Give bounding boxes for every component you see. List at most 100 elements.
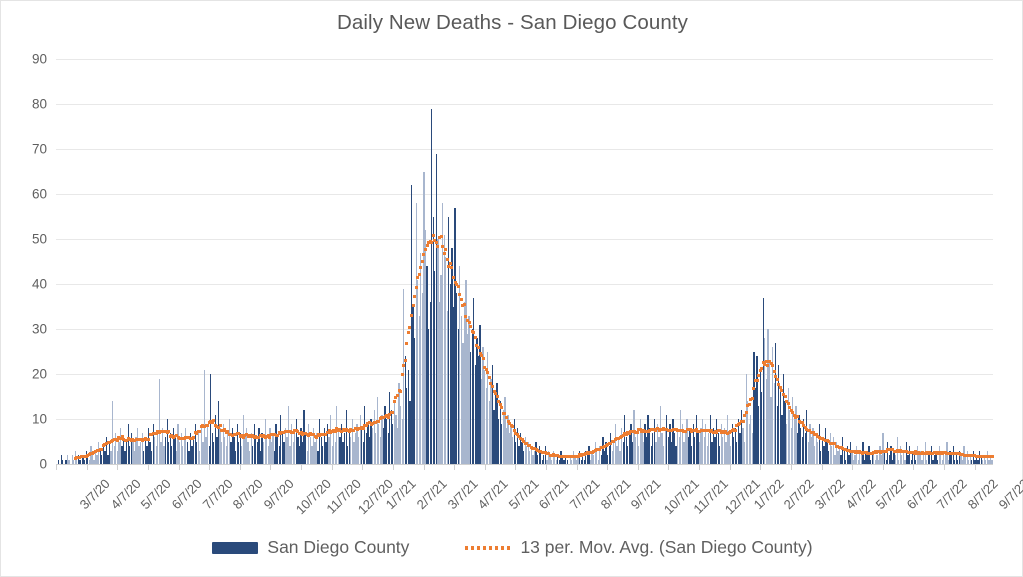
moving-average-point: [100, 448, 104, 452]
moving-average-point: [461, 303, 465, 307]
bar: [451, 248, 453, 464]
moving-average-point: [537, 449, 541, 453]
bar: [838, 446, 841, 464]
moving-average-point: [299, 431, 303, 434]
bar: [401, 419, 403, 464]
moving-average-point: [187, 436, 191, 440]
bar: [516, 428, 518, 464]
bar: [180, 432, 182, 464]
bar: [211, 432, 213, 464]
bar: [177, 423, 179, 464]
moving-average-point: [957, 452, 961, 456]
moving-average-point: [975, 454, 979, 458]
moving-average-point: [693, 428, 697, 432]
moving-average-point: [859, 451, 863, 455]
moving-average-point: [361, 426, 365, 430]
bar: [203, 369, 206, 464]
moving-average-point: [716, 428, 720, 432]
moving-average-point: [189, 436, 192, 440]
bar: [614, 423, 617, 464]
bar: [300, 428, 302, 464]
moving-average-point: [526, 444, 530, 448]
bar: [770, 396, 772, 464]
moving-average-point: [173, 434, 177, 438]
moving-average-point: [575, 454, 578, 458]
moving-average-point: [710, 429, 714, 433]
moving-average-point: [579, 453, 583, 457]
moving-average-point: [612, 440, 616, 444]
moving-average-point: [769, 362, 773, 366]
x-axis-tick-label: 9/7/20: [260, 476, 297, 513]
bar: [706, 446, 708, 464]
bar: [57, 459, 59, 464]
bar: [465, 279, 467, 464]
moving-average-point: [981, 454, 985, 458]
bar: [480, 378, 483, 464]
moving-average-point: [150, 432, 154, 436]
moving-average-point: [817, 435, 821, 439]
x-axis-tick: [515, 464, 517, 470]
bar: [259, 450, 262, 464]
bar: [659, 405, 662, 464]
moving-average-point: [564, 455, 568, 459]
bar: [879, 446, 881, 464]
x-axis-tick-label: 6/7/21: [535, 476, 573, 513]
moving-average-point: [489, 381, 493, 385]
bar: [524, 437, 526, 464]
legend-item-san-diego-county[interactable]: San Diego County: [212, 537, 409, 558]
bar: [235, 450, 237, 464]
moving-average-point: [657, 428, 661, 432]
x-axis-tick: [86, 464, 88, 470]
bar: [538, 446, 540, 464]
moving-average-point: [627, 432, 631, 436]
bar: [404, 356, 406, 464]
moving-average-point: [811, 431, 815, 434]
moving-average-point: [816, 435, 820, 439]
moving-average-point: [587, 451, 591, 455]
moving-average-point: [480, 354, 484, 358]
bar: [754, 387, 757, 464]
bar: [756, 356, 758, 464]
moving-average-point: [329, 430, 333, 434]
bar: [504, 396, 506, 464]
bar: [116, 450, 118, 464]
moving-average-point: [497, 400, 501, 404]
x-axis-tick: [944, 464, 945, 470]
bar: [936, 459, 939, 464]
moving-average-point: [151, 432, 155, 436]
moving-average-point: [834, 444, 838, 448]
bar: [224, 437, 226, 464]
moving-average-point: [254, 434, 258, 438]
moving-average-point: [746, 404, 750, 407]
moving-average-point: [604, 443, 608, 447]
moving-average-point: [252, 436, 256, 440]
bar: [916, 446, 918, 464]
moving-average-point: [554, 454, 558, 458]
moving-average-point: [855, 450, 859, 454]
bar: [188, 450, 190, 464]
bar: [227, 432, 229, 464]
moving-average-point: [800, 421, 804, 425]
moving-average-point: [576, 454, 580, 458]
bar: [375, 432, 377, 464]
bar: [233, 437, 235, 464]
legend-item-moving-average[interactable]: 13 per. Mov. Avg. (San Diego County): [465, 537, 813, 558]
moving-average-point: [241, 435, 245, 439]
bar: [303, 410, 305, 464]
moving-average-point: [805, 427, 809, 431]
bar: [163, 446, 165, 464]
bar: [851, 450, 853, 464]
moving-average-point: [84, 454, 88, 458]
moving-average-point: [101, 444, 105, 448]
bar: [76, 459, 78, 464]
bar: [541, 459, 543, 464]
bar: [460, 315, 462, 464]
moving-average-point: [743, 413, 747, 417]
bar: [231, 428, 234, 464]
moving-average-point: [156, 429, 160, 433]
moving-average-point: [355, 428, 359, 432]
moving-average-point: [171, 435, 175, 439]
bar: [929, 455, 931, 464]
dotted-line-swatch-icon: [465, 545, 512, 550]
moving-average-point: [209, 419, 213, 423]
